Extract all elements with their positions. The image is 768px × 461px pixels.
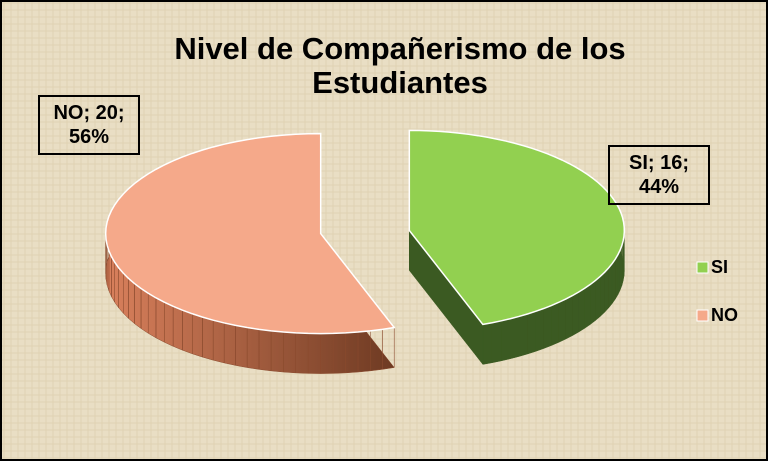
legend-label: SI (711, 257, 729, 277)
legend-swatch (696, 309, 709, 322)
legend-swatch (696, 261, 709, 274)
data-label: NO; 20; 56% (38, 95, 140, 155)
pie-slice (408, 129, 626, 326)
chart-title: Nivel de Compañerismo de los Estudiantes (174, 31, 626, 100)
pie-slice (104, 132, 396, 335)
data-label: SI; 16; 44% (608, 145, 710, 205)
legend-label: NO (711, 305, 738, 325)
